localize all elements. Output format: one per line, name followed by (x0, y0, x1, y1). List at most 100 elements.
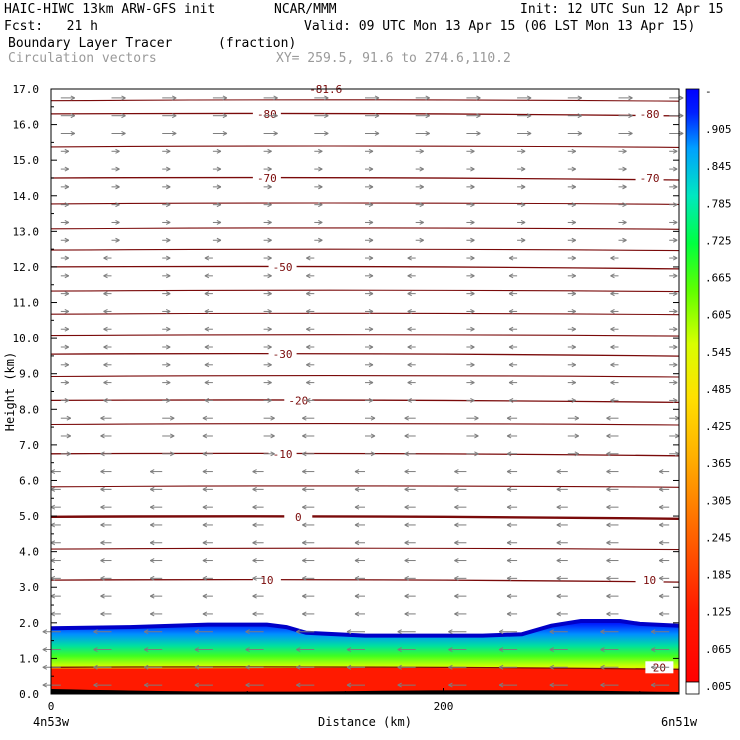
vector-arrow-head (202, 433, 208, 439)
vector-arrow-head (165, 362, 171, 368)
vector-arrow-head (70, 131, 76, 136)
vector-arrow-head (70, 113, 76, 119)
vector-arrow-head (252, 575, 257, 581)
temp-label-bg-1-1 (635, 171, 664, 184)
vector-arrow-head (474, 415, 479, 421)
vector-arrow-head (600, 682, 605, 688)
vector-arrow-head (165, 255, 171, 261)
vector-arrow-head (115, 148, 120, 154)
vector-arrow-head (610, 326, 615, 332)
temp-contour-1 (50, 176, 680, 181)
vector-arrow-head (549, 629, 555, 635)
vector-arrow-head (202, 558, 208, 563)
vector-arrow-head (252, 611, 257, 617)
vector-arrow-head (470, 362, 475, 368)
vector-arrow-head (42, 647, 48, 652)
colorbar-label: .605 (705, 309, 732, 322)
vector-arrow-head (454, 504, 459, 510)
vector-arrow-head (368, 202, 374, 208)
vector-arrow-head (571, 273, 577, 279)
y-tick-label: 7.0 (19, 439, 39, 452)
vector-arrow-head (506, 558, 512, 563)
vector-arrow-head (520, 184, 526, 190)
vector-arrow-head (404, 540, 409, 546)
colorbar-label: .485 (705, 383, 732, 396)
vector-arrow-head (658, 522, 664, 528)
vector-arrow-head (571, 220, 577, 225)
vector-arrow-head (115, 237, 120, 243)
vector-arrow-head (103, 273, 108, 279)
tracer-top-edge (50, 619, 680, 638)
colorbar-label: .005 (705, 680, 732, 693)
vector-arrow-head (404, 558, 409, 563)
vector-arrow-head (354, 469, 360, 475)
vector-arrow-head (650, 647, 656, 652)
vector-arrow-head (508, 362, 514, 368)
vector-arrow-head (571, 344, 577, 350)
vector-arrow-head (273, 95, 278, 101)
vector-arrow-head (121, 131, 126, 136)
vector-arrow-head (448, 664, 453, 670)
vector-arrow-head (267, 273, 272, 279)
vector-arrow-head (404, 504, 409, 510)
vector-arrow-head (149, 575, 155, 581)
vector-arrow-head (306, 326, 311, 332)
vector-arrow-head (202, 415, 208, 421)
vector-arrow-head (476, 113, 481, 119)
vector-arrow-head (622, 202, 627, 208)
y-tick-label: 14.0 (13, 190, 40, 203)
vector-arrow-head (506, 540, 512, 546)
x-end-label-right: 6n51w (661, 715, 698, 729)
vector-arrow-head (448, 647, 453, 652)
vector-arrow-head (419, 184, 424, 190)
vector-arrow-head (270, 451, 275, 457)
vector-arrow-head (204, 308, 210, 314)
vector-arrow-head (267, 166, 272, 172)
vector-arrow-head (216, 148, 222, 154)
vector-arrow-head (506, 593, 512, 599)
y-tick-label: 2.0 (19, 617, 39, 630)
vector-arrow-head (267, 362, 272, 368)
vector-arrow-head (204, 326, 210, 332)
vector-arrow-head (678, 95, 684, 101)
vector-arrow-head (600, 664, 605, 670)
vector-arrow-head (204, 255, 210, 261)
init-time: Init: 12 UTC Sun 12 Apr 15 (520, 2, 724, 17)
temp-label-bg-6-0 (284, 510, 313, 523)
vector-arrow-head (506, 469, 512, 475)
colorbar-label: .845 (705, 160, 732, 173)
vector-arrow-head (169, 433, 175, 439)
vector-arrow-head (115, 202, 120, 208)
vector-arrow-head (571, 362, 577, 368)
vector-arrow-head (678, 113, 684, 119)
vector-arrow-head (606, 611, 611, 617)
vector-arrow-head (454, 593, 459, 599)
vector-arrow-head (368, 291, 374, 297)
vector-arrow-head (508, 380, 514, 386)
vector-arrow-head (302, 540, 307, 546)
vector-arrow-head (520, 202, 526, 208)
y-tick-label: 0.0 (19, 688, 39, 701)
vector-arrow-head (194, 682, 200, 688)
vector-arrow-head (296, 664, 301, 670)
vector-arrow-head (115, 184, 120, 190)
vectors-label: Circulation vectors (8, 51, 157, 66)
vector-arrow-head (302, 433, 307, 439)
vector-arrow-head (318, 202, 323, 208)
vector-arrow-head (628, 113, 633, 119)
vector-arrow-head (556, 611, 562, 617)
vector-arrow-head (606, 558, 611, 563)
vector-arrow-head (267, 308, 272, 314)
vector-arrow-head (115, 166, 120, 172)
vector-arrow-head (267, 184, 272, 190)
vector-arrow-head (245, 682, 250, 688)
vector-arrow-head (474, 451, 479, 457)
vector-arrow-head (42, 629, 48, 635)
vector-arrow-head (165, 380, 171, 386)
vector-arrow-head (474, 433, 479, 439)
vector-arrow-head (143, 664, 149, 670)
vector-arrow-head (556, 540, 562, 546)
vector-arrow-head (64, 148, 70, 154)
vector-arrow-head (470, 326, 475, 332)
contour-line-9 (50, 423, 680, 426)
